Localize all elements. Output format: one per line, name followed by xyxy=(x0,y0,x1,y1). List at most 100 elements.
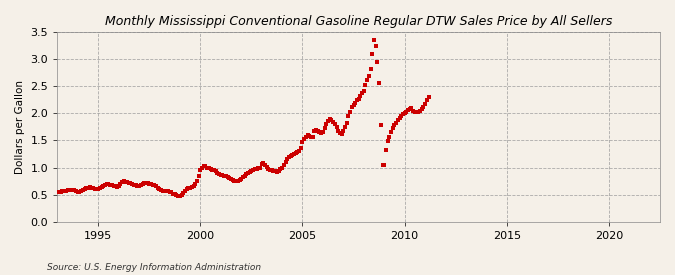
Point xyxy=(139,181,150,185)
Point xyxy=(278,163,289,167)
Point xyxy=(137,182,148,186)
Point xyxy=(287,153,298,157)
Point xyxy=(323,119,333,123)
Point xyxy=(242,171,253,175)
Point xyxy=(385,130,396,134)
Point xyxy=(99,183,110,187)
Point xyxy=(57,189,68,194)
Point xyxy=(108,184,119,188)
Point xyxy=(333,128,344,133)
Point xyxy=(374,81,385,86)
Point xyxy=(362,78,373,82)
Point xyxy=(270,169,281,174)
Point xyxy=(406,106,416,110)
Point xyxy=(69,188,80,192)
Point xyxy=(275,167,286,171)
Point xyxy=(140,181,151,185)
Point xyxy=(192,178,202,183)
Point xyxy=(151,184,161,189)
Point xyxy=(381,148,392,152)
Point xyxy=(418,104,429,109)
Point xyxy=(128,183,139,187)
Point xyxy=(68,188,78,192)
Point xyxy=(200,164,211,169)
Point xyxy=(246,169,256,173)
Point xyxy=(163,189,173,194)
Point xyxy=(382,139,393,144)
Point xyxy=(124,180,134,185)
Point xyxy=(153,186,163,190)
Point xyxy=(416,107,427,111)
Point xyxy=(239,174,250,178)
Point xyxy=(248,168,259,172)
Point xyxy=(335,131,346,135)
Point xyxy=(310,127,321,132)
Point xyxy=(154,187,165,191)
Point xyxy=(175,194,186,198)
Point xyxy=(421,98,432,103)
Point xyxy=(423,95,434,99)
Point xyxy=(358,88,369,93)
Point xyxy=(164,190,175,194)
Point xyxy=(229,178,240,183)
Point xyxy=(53,190,64,195)
Point xyxy=(292,150,303,155)
Point xyxy=(365,67,376,71)
Point xyxy=(392,118,403,122)
Point xyxy=(360,83,371,87)
Point xyxy=(313,128,323,133)
Point xyxy=(166,190,177,195)
Point xyxy=(321,122,332,126)
Point xyxy=(338,128,349,133)
Point xyxy=(231,179,242,183)
Point xyxy=(324,117,335,121)
Point xyxy=(142,181,153,185)
Point xyxy=(350,101,360,105)
Point xyxy=(227,178,238,182)
Point xyxy=(401,109,412,114)
Point xyxy=(132,184,143,189)
Point xyxy=(78,188,88,192)
Point xyxy=(210,169,221,174)
Point xyxy=(180,189,190,193)
Point xyxy=(198,164,209,169)
Point xyxy=(135,183,146,187)
Point xyxy=(134,184,144,188)
Point xyxy=(234,178,245,182)
Point xyxy=(353,97,364,101)
Point xyxy=(89,186,100,191)
Point xyxy=(267,168,277,172)
Point xyxy=(219,174,230,178)
Point xyxy=(238,175,248,180)
Point xyxy=(146,182,157,186)
Point xyxy=(265,167,275,172)
Point xyxy=(95,186,105,190)
Point xyxy=(342,121,352,125)
Point xyxy=(300,134,311,139)
Point xyxy=(59,189,70,193)
Point xyxy=(236,177,246,181)
Point xyxy=(105,183,115,187)
Point xyxy=(307,135,318,139)
Point xyxy=(188,184,199,188)
Point xyxy=(118,179,129,183)
Point xyxy=(79,187,90,191)
Point xyxy=(147,183,158,187)
Point xyxy=(207,167,217,172)
Point xyxy=(254,165,265,170)
Point xyxy=(336,132,347,136)
Point xyxy=(88,186,99,190)
Point xyxy=(271,170,282,174)
Point xyxy=(379,163,389,167)
Point xyxy=(74,190,85,194)
Point xyxy=(224,176,235,180)
Point xyxy=(304,133,315,138)
Point xyxy=(326,118,337,123)
Point xyxy=(411,110,422,114)
Point xyxy=(171,192,182,197)
Point xyxy=(268,169,279,173)
Point xyxy=(331,125,342,129)
Point xyxy=(222,175,233,180)
Point xyxy=(398,112,408,117)
Point xyxy=(76,189,86,193)
